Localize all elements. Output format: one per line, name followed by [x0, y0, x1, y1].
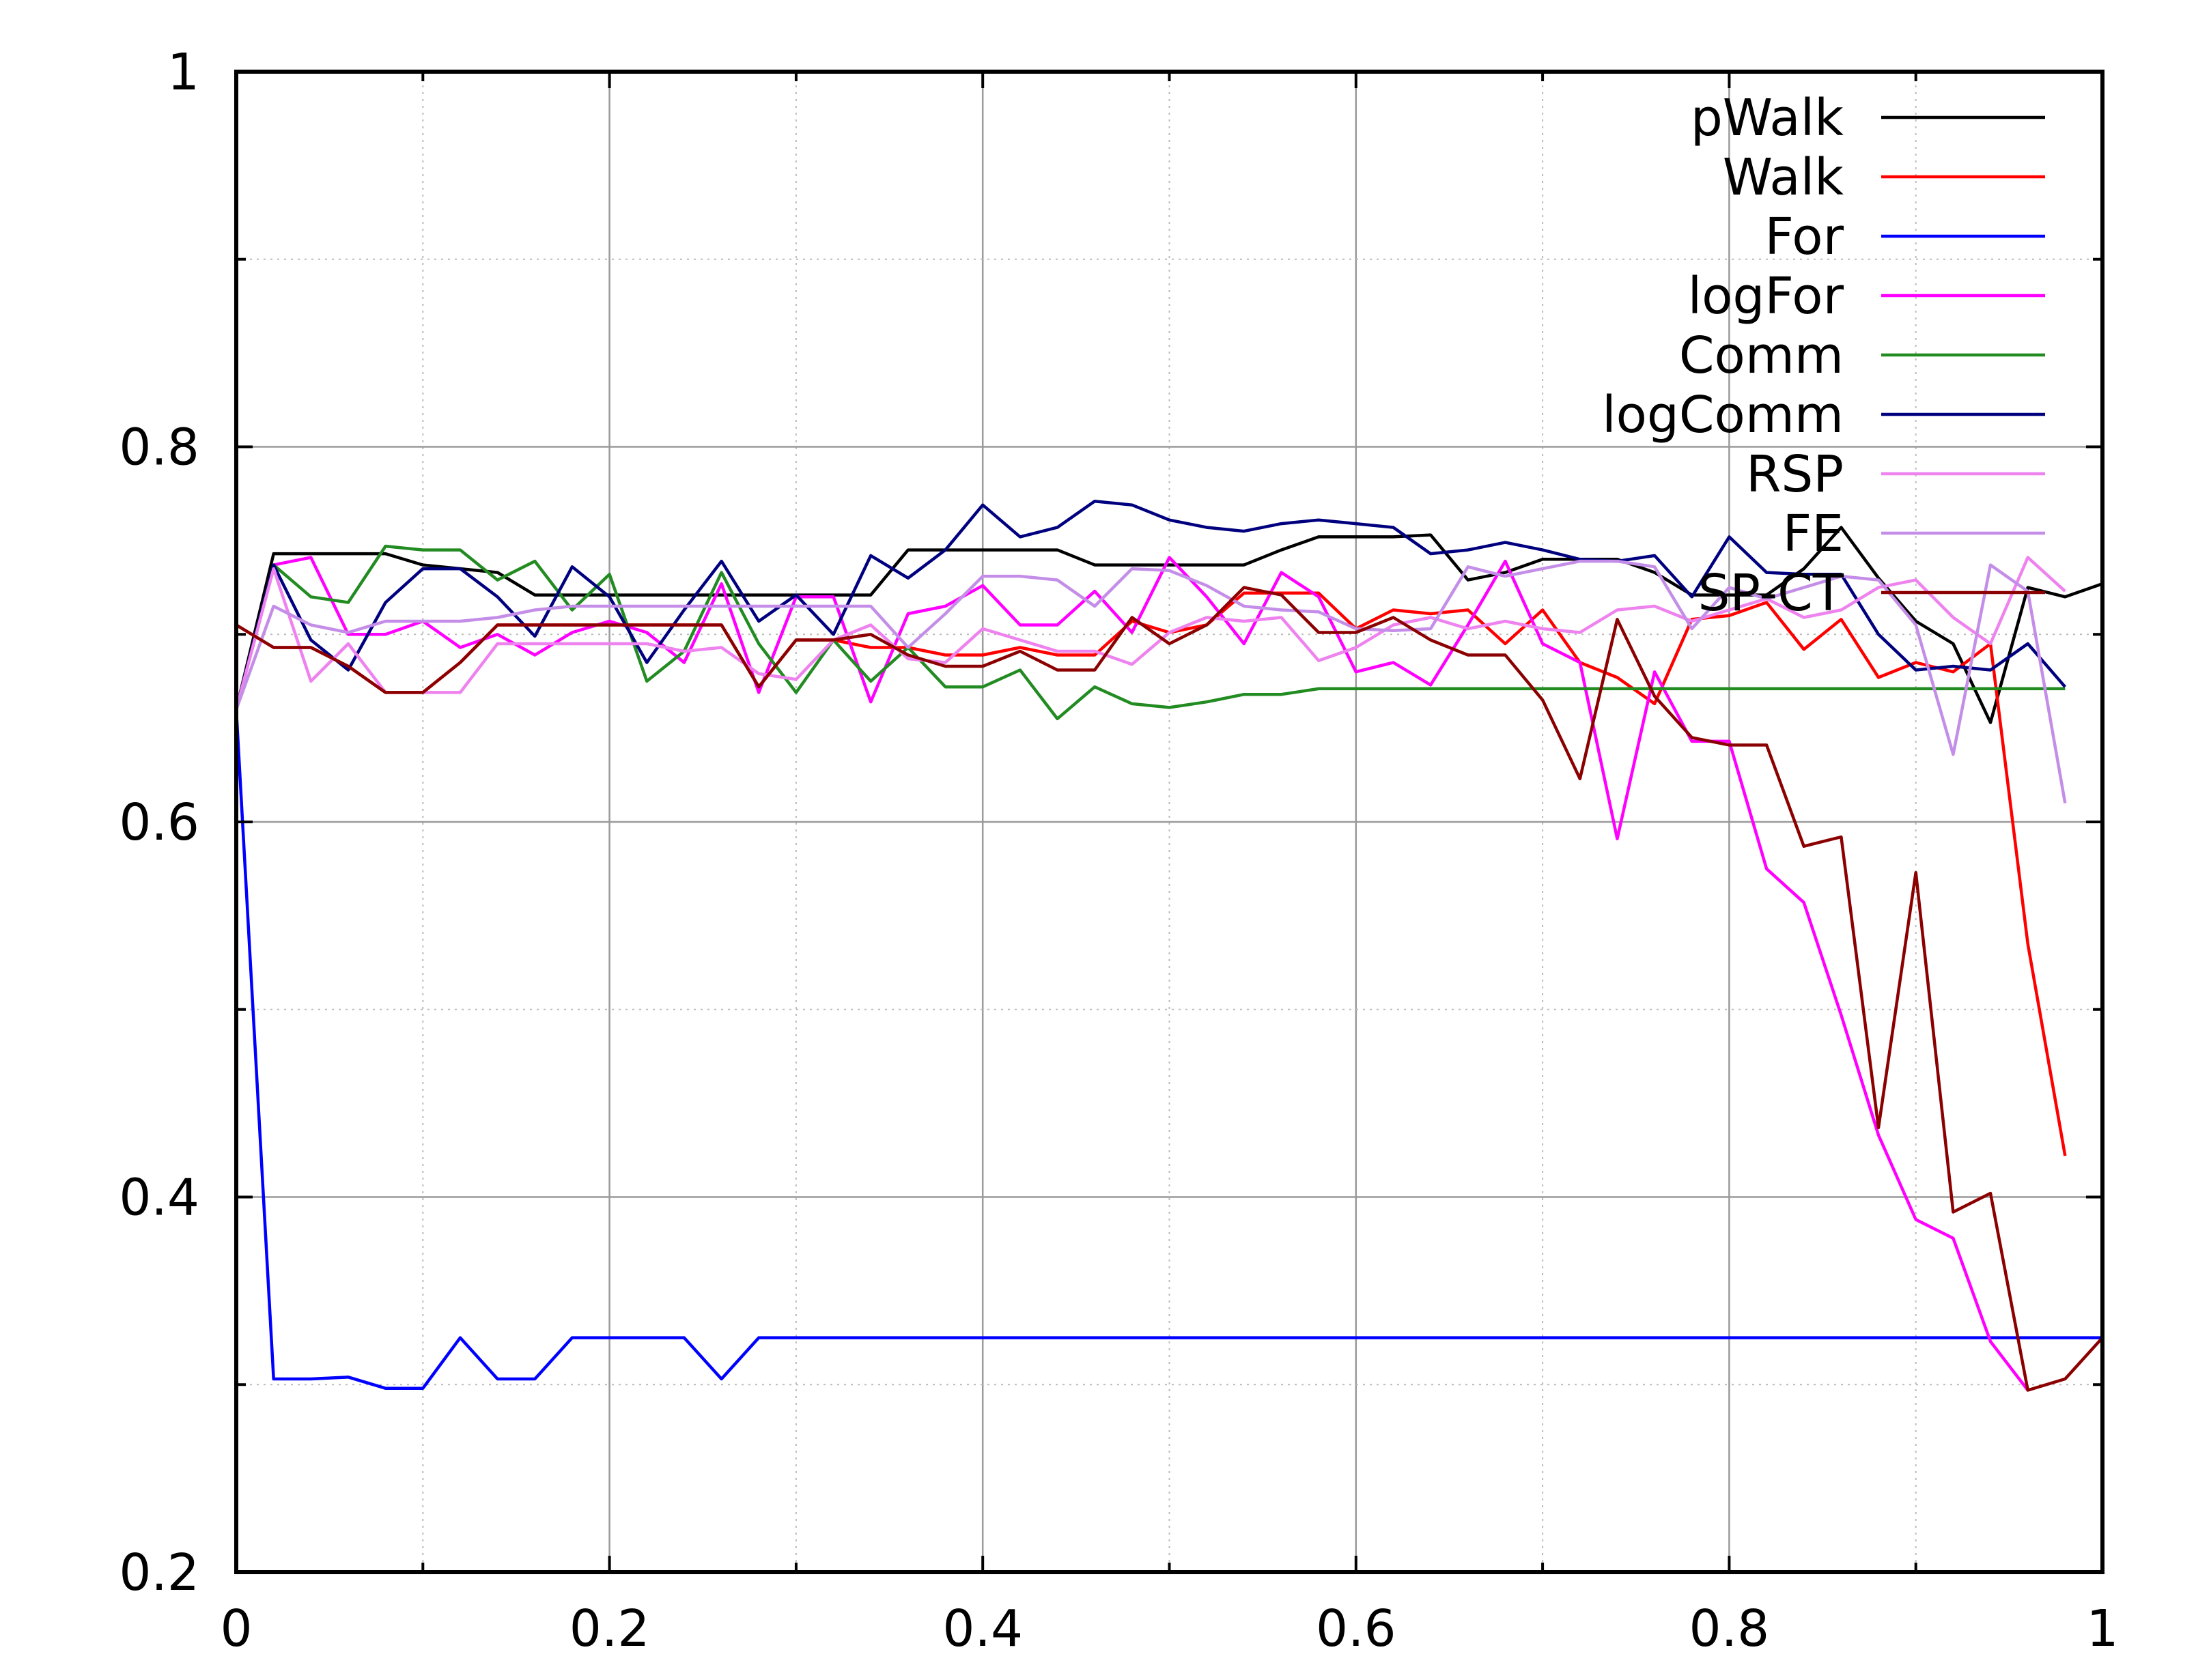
- x-tick-label: 0.4: [942, 1599, 1023, 1658]
- legend-label-pwalk: pWalk: [1691, 89, 1844, 147]
- y-tick-label: 0.8: [119, 418, 199, 477]
- axis-layer: 0 0.2 0.4 0.6 0.8 1 0.2 0.4 0.6 0.8 1: [119, 43, 2118, 1658]
- x-tick-label: 0.8: [1689, 1599, 1770, 1658]
- legend-label-logcomm: logComm: [1602, 386, 1844, 444]
- y-tick-label: 0.4: [119, 1169, 199, 1227]
- series-line-rsp: [234, 556, 2066, 710]
- legend-label-logfor: logFor: [1688, 267, 1844, 326]
- series-line-for: [234, 709, 2102, 1390]
- legend-label-for: For: [1764, 208, 1844, 266]
- legend-label-comm: Comm: [1679, 326, 1844, 385]
- series-line-fe: [234, 559, 2067, 803]
- series-line-sp-ct: [235, 586, 2104, 1392]
- y-tick-label: 0.2: [119, 1543, 199, 1602]
- grid-layer: [236, 72, 2102, 1572]
- legend-label-walk: Walk: [1723, 148, 1844, 207]
- legend-label-rsp: RSP: [1746, 445, 1844, 504]
- series-line-comm: [234, 544, 2066, 721]
- y-tick-label: 0.6: [119, 793, 199, 852]
- x-tick-label: 0.6: [1316, 1599, 1396, 1658]
- series-line-logfor: [234, 556, 2029, 1391]
- x-tick-label: 0.2: [569, 1599, 650, 1658]
- legend-label-sp-ct: SP-CT: [1698, 564, 1844, 623]
- x-tick-label: 1: [2086, 1599, 2118, 1658]
- series-line-walk: [235, 591, 2067, 1156]
- y-tick-label: 1: [167, 43, 199, 102]
- series-line-pwalk: [234, 526, 2103, 724]
- x-tick-label: 0: [220, 1599, 252, 1658]
- legend-label-fe: FE: [1783, 504, 1844, 563]
- series-layer: [234, 499, 2104, 1392]
